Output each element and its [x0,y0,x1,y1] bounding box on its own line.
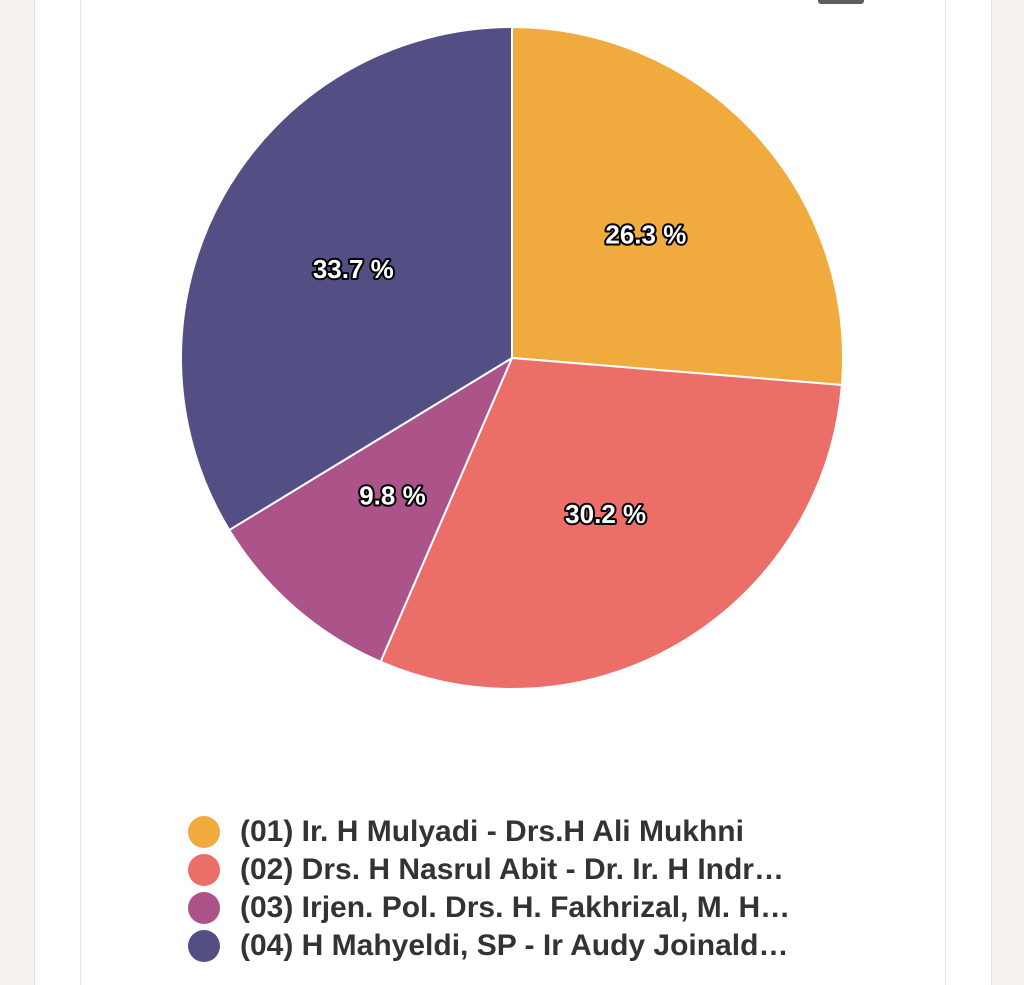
pie-slice-01[interactable] [511,26,844,387]
legend-item-01[interactable]: (01) Ir. H Mulyadi - Drs.H Ali Mukhni [188,813,878,851]
data-label-03: 9.8 % [359,480,426,510]
legend-marker-03 [188,892,220,924]
legend-marker-04 [188,930,220,962]
legend-label-02: (02) Drs. H Nasrul Abit - Dr. Ir. H Indr… [240,853,784,886]
pie-slice-02[interactable] [379,357,843,690]
legend-label-04: (04) H Mahyeldi, SP - Ir Audy Joinald… [240,929,789,962]
data-label-02: 30.2 % [565,499,646,529]
legend-item-03[interactable]: (03) Irjen. Pol. Drs. H. Fakhrizal, M. H… [188,889,878,927]
data-label-01: 26.3 % [605,220,686,250]
legend-item-04[interactable]: (04) H Mahyeldi, SP - Ir Audy Joinald… [188,927,878,965]
legend-item-02[interactable]: (02) Drs. H Nasrul Abit - Dr. Ir. H Indr… [188,851,878,889]
legend-label-03: (03) Irjen. Pol. Drs. H. Fakhrizal, M. H… [240,891,791,924]
chart-legend: (01) Ir. H Mulyadi - Drs.H Ali Mukhni (0… [188,813,878,965]
pie-slice-03[interactable] [228,357,513,663]
legend-marker-01 [188,816,220,848]
legend-label-01: (01) Ir. H Mulyadi - Drs.H Ali Mukhni [240,815,744,848]
data-label-04: 33.7 % [313,254,394,284]
legend-marker-02 [188,854,220,886]
chart-menu-tab[interactable] [818,0,864,4]
pie-slice-04[interactable] [180,26,513,532]
